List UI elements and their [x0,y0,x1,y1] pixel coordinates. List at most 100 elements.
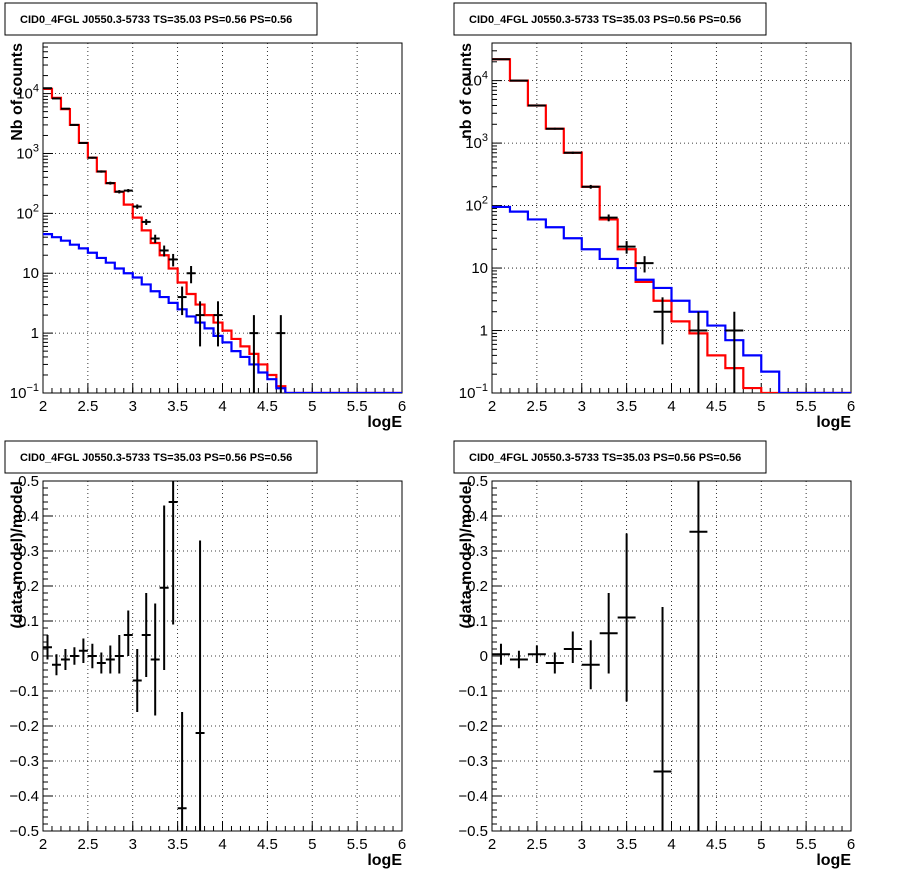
plot-frame [42,480,403,832]
y-tick-label: 102 [16,202,39,222]
x-tick-label: 3 [578,836,586,853]
title-box [4,2,318,36]
data-point [581,640,600,690]
data-point [177,712,187,831]
data-point [87,156,97,159]
data-point [195,540,205,831]
plot-frame [42,42,403,394]
x-tick-label: 6 [398,836,406,853]
title-box [4,440,318,474]
data-layer [43,87,402,393]
data-point [69,123,79,126]
x-tick-label: 3 [578,398,586,415]
total-model-step-line [43,87,402,393]
y-tick-label: −0.1 [458,683,488,700]
y-tick-label: 10 [22,265,39,282]
y-tick-label: 0.1 [18,613,39,630]
data-point [527,104,546,107]
data-point [159,245,169,257]
y-tick-label: 0.3 [18,543,39,560]
x-tick-label: 4 [218,398,226,415]
y-tick-label: −0.2 [9,718,39,735]
data-point [69,647,79,665]
x-axis-label: logE [816,852,851,869]
y-tick-label: −0.4 [458,788,488,805]
data-point [249,315,259,393]
data-point [725,311,744,393]
chart-title: CID0_4FGL J0550.3-5733 TS=35.03 PS=0.56 … [20,14,292,26]
data-point [276,315,286,393]
data-point [581,184,600,189]
x-tick-label: 2.5 [526,836,547,853]
y-tick-label: −0.1 [9,683,39,700]
data-point [527,645,546,663]
data-point [492,58,510,61]
data-point [617,241,636,254]
x-axis-label: logE [367,852,402,869]
data-layer [492,481,708,831]
x-tick-label: 6 [847,398,855,415]
chart-title: CID0_4FGL J0550.3-5733 TS=35.03 PS=0.56 … [469,14,741,26]
x-tick-label: 3 [129,398,137,415]
x-tick-label: 5 [757,836,765,853]
x-axis-label: logE [816,414,851,431]
data-point [141,219,151,225]
y-axis-label: nb of counts [458,43,475,139]
data-point [132,649,142,712]
data-point [617,533,636,702]
y-tick-label: 102 [465,195,488,215]
data-point [168,253,178,267]
y-tick-label: 104 [465,70,488,90]
y-axis-label: Nb of counts [9,43,26,141]
data-point [635,256,654,273]
y-tick-label: −0.5 [458,823,488,840]
y-tick-label: 10−1 [459,382,488,402]
title-box [453,440,767,474]
chart-title: CID0_4FGL J0550.3-5733 TS=35.03 PS=0.56 … [469,452,741,464]
total-model-step-line [492,58,851,393]
x-tick-label: 3.5 [616,398,637,415]
data-point [545,652,564,674]
y-tick-label: 10−1 [10,382,39,402]
x-tick-label: 2 [39,836,47,853]
data-point [78,638,88,663]
data-point [114,635,124,674]
data-point [159,505,169,670]
data-point [123,610,133,656]
x-tick-label: 2.5 [526,398,547,415]
x-tick-label: 5.5 [347,398,368,415]
x-tick-label: 3.5 [616,836,637,853]
y-tick-label: 0.2 [18,578,39,595]
x-tick-label: 5.5 [347,836,368,853]
data-point [509,650,528,669]
data-point [213,301,223,347]
data-point [689,311,708,393]
data-point [150,234,160,243]
data-point [123,189,133,193]
plot-frame [491,42,852,394]
chart-panel-1: 2 2.5 3 3.5 4 4.5 5 5.5 6 10−1 1 10 102 103 104 logE Nb … [4,2,406,431]
x-tick-label: 5 [757,398,765,415]
x-tick-label: 4 [667,398,675,415]
x-tick-label: 5 [308,836,316,853]
y-tick-label: 0.2 [467,578,488,595]
data-point [492,643,510,665]
chart-panel-2: 2 2.5 3 3.5 4 4.5 5 5.5 6 10−1 1 10 102 103 104 logE nb … [453,2,855,431]
data-point [509,79,528,82]
plot-frame [491,480,852,832]
x-tick-label: 5 [308,398,316,415]
data-point [563,151,582,154]
x-tick-label: 4.5 [257,398,278,415]
data-point [96,170,106,173]
y-tick-label: 0.1 [467,613,488,630]
y-tick-label: −0.3 [458,753,488,770]
data-point [195,301,205,347]
data-point [563,631,582,663]
data-point [168,481,178,625]
y-tick-label: 104 [16,83,39,103]
x-tick-label: 2 [488,398,496,415]
data-point [114,190,124,194]
data-point [132,204,142,209]
x-tick-label: 2 [488,836,496,853]
x-tick-label: 6 [847,836,855,853]
